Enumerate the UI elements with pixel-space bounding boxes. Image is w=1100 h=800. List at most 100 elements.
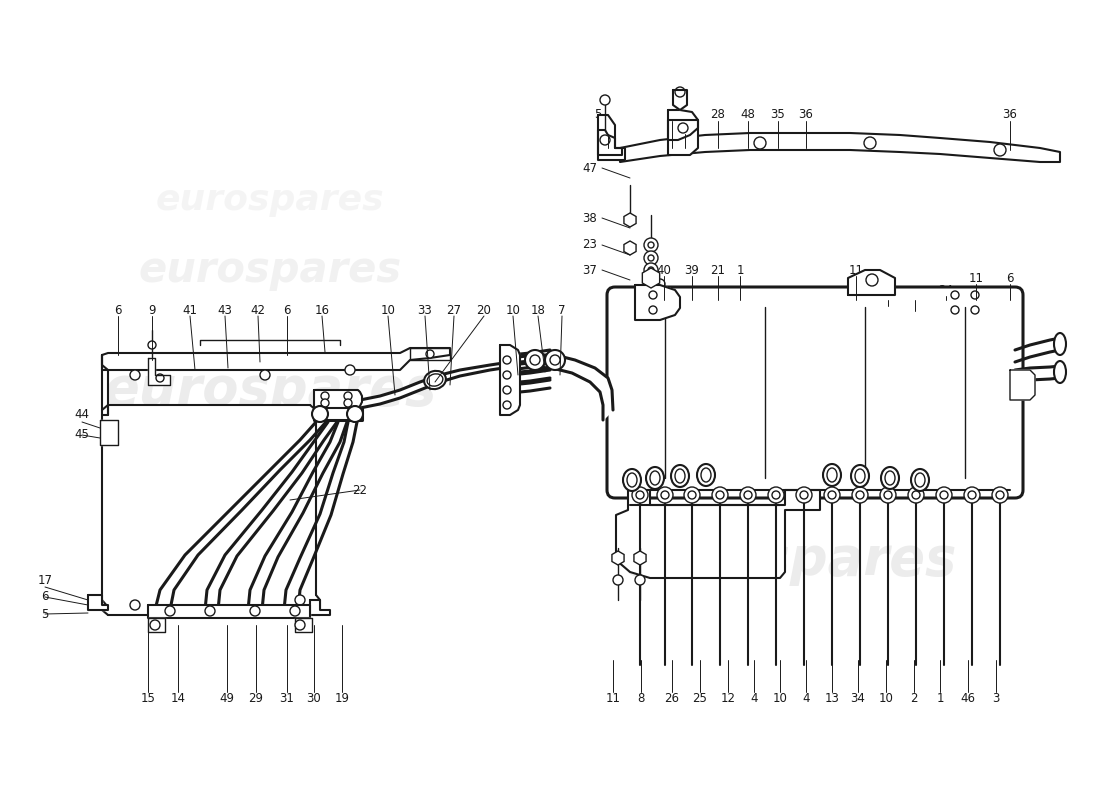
- Text: eurospares: eurospares: [156, 183, 384, 217]
- Polygon shape: [284, 422, 358, 610]
- Circle shape: [503, 401, 512, 409]
- Text: 18: 18: [530, 303, 546, 317]
- Text: 23: 23: [583, 238, 597, 251]
- Circle shape: [824, 487, 840, 503]
- Text: 34: 34: [850, 691, 866, 705]
- Circle shape: [544, 350, 565, 370]
- Text: 32: 32: [881, 294, 895, 306]
- Circle shape: [688, 491, 696, 499]
- Text: 2: 2: [911, 691, 917, 705]
- Circle shape: [165, 606, 175, 616]
- Polygon shape: [620, 133, 1060, 162]
- Circle shape: [503, 371, 512, 379]
- Text: 8: 8: [637, 691, 645, 705]
- Polygon shape: [598, 130, 622, 155]
- Polygon shape: [148, 358, 170, 385]
- Circle shape: [908, 487, 924, 503]
- Circle shape: [503, 386, 512, 394]
- Text: 29: 29: [249, 691, 264, 705]
- Circle shape: [130, 370, 140, 380]
- Polygon shape: [572, 360, 595, 382]
- Text: 22: 22: [352, 483, 367, 497]
- Ellipse shape: [671, 465, 689, 487]
- Circle shape: [600, 95, 610, 105]
- Circle shape: [312, 406, 328, 422]
- Circle shape: [968, 491, 976, 499]
- Circle shape: [866, 274, 878, 286]
- Polygon shape: [295, 618, 312, 632]
- Text: 33: 33: [418, 303, 432, 317]
- Polygon shape: [102, 355, 108, 415]
- Text: 15: 15: [141, 691, 155, 705]
- Circle shape: [856, 491, 864, 499]
- Polygon shape: [148, 618, 165, 632]
- Circle shape: [800, 491, 808, 499]
- Circle shape: [971, 306, 979, 314]
- Polygon shape: [310, 600, 330, 615]
- Polygon shape: [440, 370, 460, 382]
- Text: 31: 31: [279, 691, 295, 705]
- Circle shape: [503, 356, 512, 364]
- Text: 16: 16: [315, 303, 330, 317]
- Circle shape: [740, 487, 756, 503]
- Text: 30: 30: [307, 691, 321, 705]
- Text: 3: 3: [992, 691, 1000, 705]
- Circle shape: [632, 487, 648, 503]
- Circle shape: [344, 392, 352, 400]
- Polygon shape: [314, 390, 362, 408]
- Circle shape: [964, 487, 980, 503]
- Circle shape: [940, 491, 948, 499]
- Circle shape: [675, 87, 685, 97]
- Ellipse shape: [425, 371, 446, 389]
- Polygon shape: [600, 378, 612, 405]
- Text: eurospares: eurospares: [103, 364, 437, 416]
- Text: 27: 27: [447, 303, 462, 317]
- Circle shape: [952, 291, 959, 299]
- Text: 11: 11: [968, 271, 983, 285]
- Text: 36: 36: [1002, 109, 1018, 122]
- Bar: [102, 405, 316, 615]
- Circle shape: [156, 374, 164, 382]
- Circle shape: [678, 123, 688, 133]
- Circle shape: [852, 487, 868, 503]
- Circle shape: [644, 285, 653, 295]
- Polygon shape: [88, 595, 108, 610]
- Polygon shape: [673, 90, 688, 110]
- Circle shape: [772, 491, 780, 499]
- Ellipse shape: [1054, 361, 1066, 383]
- Circle shape: [344, 399, 352, 407]
- Text: 35: 35: [771, 109, 785, 122]
- Circle shape: [250, 606, 260, 616]
- Polygon shape: [102, 348, 450, 370]
- Polygon shape: [410, 348, 450, 360]
- Polygon shape: [668, 110, 698, 155]
- Circle shape: [654, 279, 666, 289]
- Circle shape: [295, 620, 305, 630]
- Text: 44: 44: [75, 409, 89, 422]
- Text: 5: 5: [594, 109, 602, 122]
- Text: 25: 25: [693, 691, 707, 705]
- Circle shape: [952, 306, 959, 314]
- Circle shape: [828, 491, 836, 499]
- Ellipse shape: [911, 469, 930, 491]
- Circle shape: [684, 487, 700, 503]
- Ellipse shape: [646, 467, 664, 489]
- Text: 26: 26: [664, 691, 680, 705]
- Text: 10: 10: [381, 303, 395, 317]
- Text: 12: 12: [720, 691, 736, 705]
- Text: 47: 47: [583, 162, 597, 174]
- Circle shape: [346, 406, 363, 422]
- Polygon shape: [668, 120, 698, 140]
- Text: 39: 39: [684, 263, 700, 277]
- Ellipse shape: [851, 465, 869, 487]
- Text: 6: 6: [284, 303, 290, 317]
- Text: 24: 24: [938, 283, 954, 297]
- Circle shape: [130, 600, 140, 610]
- Polygon shape: [420, 375, 440, 390]
- Circle shape: [649, 291, 657, 299]
- Text: 48: 48: [740, 109, 756, 122]
- Polygon shape: [205, 422, 337, 610]
- Polygon shape: [635, 285, 680, 320]
- Polygon shape: [400, 382, 420, 398]
- Circle shape: [864, 137, 876, 149]
